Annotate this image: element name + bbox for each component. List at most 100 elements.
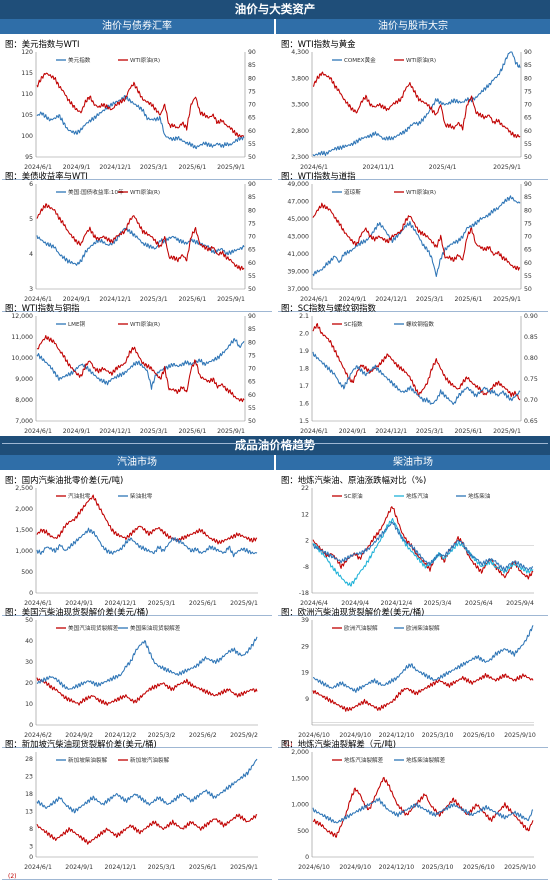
y-tick-label: 2,000 bbox=[15, 506, 33, 513]
x-tick-label: 2025/6/1 bbox=[179, 164, 207, 171]
chart-svg: 1.5 1.6 1.7 1.8 1.9 2.0 2.1 0.65 0.70 0.75 0.80 0.8… bbox=[299, 313, 538, 435]
x-tick-label: 2025/9/1 bbox=[230, 600, 258, 607]
y-tick-label-right: 55 bbox=[524, 141, 532, 148]
y-tick-label: 120 bbox=[21, 49, 33, 56]
x-tick-label: 2024/9/1 bbox=[339, 428, 367, 435]
series-line-2 bbox=[312, 797, 534, 824]
x-tick-label: 2025/4/1 bbox=[429, 164, 457, 171]
y-tick-label: 49,000 bbox=[287, 181, 309, 188]
chart-svg: 2,300 2,800 3,300 3,800 4,300 50 55 60 65 70 75 80 8… bbox=[291, 49, 532, 171]
y-tick-label: 1,000 bbox=[15, 548, 33, 555]
legend-label: WTI原油(R) bbox=[406, 188, 436, 196]
y-tick-label: 2,300 bbox=[291, 154, 309, 161]
y-tick-label: 500 bbox=[297, 828, 309, 835]
chart-svg: 95 100 105 110 115 120 50 55 60 65 70 75 80 85 90 2024/… bbox=[21, 49, 256, 171]
legend-label: 美国:国债收益率:10年 bbox=[68, 188, 124, 196]
chart-panel-wti-gold: 图：WTI指数与黄金 2,300 2,800 3,300 3,800 4,300 50 55 6… bbox=[278, 36, 548, 180]
x-tick-label: 2024/6/1 bbox=[300, 164, 328, 171]
y-tick-label: 10,000 bbox=[11, 355, 33, 362]
chart-title: 图：WTI指数与黄金 bbox=[281, 39, 356, 49]
x-tick-label: 2025/9/10 bbox=[504, 864, 536, 871]
y-tick-label-right: 90 bbox=[248, 313, 256, 320]
y-tick-label: 110 bbox=[21, 91, 33, 98]
y-tick-label-right: 60 bbox=[524, 260, 532, 267]
chart-panel-wti-copper: 图：WTI指数与铜指 7,000 8,000 9,000 10,000 11,000 12,… bbox=[2, 300, 272, 444]
legend-label: SC原油 bbox=[344, 492, 363, 500]
series-line-2 bbox=[312, 71, 521, 139]
y-tick-label: 37,000 bbox=[287, 286, 309, 293]
y-tick-label: 500 bbox=[21, 569, 33, 576]
x-tick-label: 2024/9/1 bbox=[339, 296, 367, 303]
y-tick-label-right: 80 bbox=[524, 207, 532, 214]
legend-label: SC指数 bbox=[344, 320, 363, 328]
x-tick-label: 2025/9/1 bbox=[493, 164, 521, 171]
x-tick-label: 2025/6/10 bbox=[463, 732, 495, 739]
x-tick-label: 2025/9/1 bbox=[230, 864, 258, 871]
x-tick-label: 2024/6/4 bbox=[300, 600, 328, 607]
x-tick-label: 2025/6/4 bbox=[465, 600, 493, 607]
section-title-products: 成品油价格趋势 bbox=[0, 436, 550, 455]
legend-label: 汽油批零 bbox=[68, 492, 91, 500]
x-tick-label: 2024/12/10 bbox=[379, 732, 415, 739]
y-tick-label-right: 90 bbox=[248, 181, 256, 188]
series-line-2 bbox=[36, 527, 258, 558]
chart-panel-wti-dow: 图：WTI指数与道指 37,000 39,000 41,000 43,000 45,000… bbox=[278, 168, 548, 312]
chart-title: 图：地炼汽柴油、原油涨跌幅对比（%) bbox=[281, 475, 427, 485]
series-line-2 bbox=[36, 72, 244, 138]
y-tick-label-right: 90 bbox=[248, 49, 256, 56]
legend-label: 道琼斯 bbox=[344, 188, 361, 196]
y-tick-label-right: 85 bbox=[524, 62, 532, 69]
series-line-1 bbox=[36, 677, 258, 706]
legend-label: WTI原油(R) bbox=[406, 56, 436, 64]
footnote-marker: (1) bbox=[284, 741, 293, 748]
x-tick-label: 2024/9/1 bbox=[63, 428, 91, 435]
y-tick-label-right: 70 bbox=[248, 366, 256, 373]
y-tick-label-right: 65 bbox=[248, 379, 256, 386]
chart-panel-sg-crack: 图：新加坡汽柴油现货裂解价差(美元/桶) 0 3 8 13 18 23 28 2024/6/1 2… bbox=[2, 736, 272, 880]
chart-svg: 0 3 8 13 18 23 28 2024/6/1 2024/9/1 2024/12/1 2025… bbox=[8, 752, 258, 880]
chart-title: 图：新加坡汽柴油现货裂解价差(美元/桶) bbox=[5, 739, 157, 749]
y-tick-label-right: 80 bbox=[524, 75, 532, 82]
chart-svg: 0 500 1,000 1,500 2,000 2024/6/10 2024/9/10 202… bbox=[291, 749, 536, 871]
x-tick-label: 2024/6/1 bbox=[24, 600, 52, 607]
y-tick-label-right: 0.85 bbox=[524, 334, 538, 341]
x-tick-label: 2025/6/1 bbox=[179, 296, 207, 303]
y-tick-label-right: 0.90 bbox=[524, 313, 538, 320]
x-tick-label: 2024/12/1 bbox=[105, 864, 137, 871]
x-tick-label: 2024/6/1 bbox=[24, 864, 52, 871]
legend-label: 新加坡汽油裂解 bbox=[130, 756, 170, 764]
x-tick-label: 2025/9/1 bbox=[217, 428, 245, 435]
legend-label: 地炼汽油 bbox=[406, 492, 429, 500]
y-tick-label: 10 bbox=[25, 701, 33, 708]
y-tick-label: 23 bbox=[25, 774, 33, 781]
y-tick-label-right: 70 bbox=[248, 234, 256, 241]
series-line-2 bbox=[312, 625, 534, 693]
y-tick-label: 1,000 bbox=[291, 802, 309, 809]
y-tick-label-right: 75 bbox=[524, 88, 532, 95]
series-line-2 bbox=[36, 813, 258, 845]
x-tick-label: 2024/9/4 bbox=[341, 600, 369, 607]
y-tick-label: -8 bbox=[303, 564, 309, 571]
x-tick-label: 2025/6/1 bbox=[455, 428, 483, 435]
y-tick-label: 20 bbox=[25, 680, 33, 687]
y-tick-label-right: 90 bbox=[524, 49, 532, 56]
chart-title: 图：WTI指数与道指 bbox=[281, 171, 356, 181]
series-line-2 bbox=[312, 517, 534, 587]
chart-panel-teapot-crack: 图：地炼汽柴油裂解差（元/吨) 0 500 1,000 1,500 2,000 2024/6… bbox=[278, 736, 548, 880]
x-tick-label: 2025/9/4 bbox=[506, 600, 534, 607]
y-tick-label-right: 55 bbox=[248, 405, 256, 412]
chart-panel-ust-wti: 图：美债收益率与WTI 3 4 5 6 50 55 60 65 70 75 80 85 90 2024/6/… bbox=[2, 168, 272, 312]
y-tick-label-right: 70 bbox=[524, 102, 532, 109]
series-line-1 bbox=[312, 323, 521, 401]
legend-label: WTI原油(R) bbox=[130, 320, 160, 328]
y-tick-label-right: 0.75 bbox=[524, 376, 538, 383]
series-line-1 bbox=[36, 227, 245, 266]
x-tick-label: 2024/9/2 bbox=[65, 732, 93, 739]
chart-panel-sc-rebar: 图：SC指数与螺纹钢指数 1.5 1.6 1.7 1.8 1.9 2.0 2.1 0.65 0.7… bbox=[278, 300, 548, 444]
x-tick-label: 2025/9/10 bbox=[504, 732, 536, 739]
legend-label: 螺纹钢指数 bbox=[406, 320, 434, 328]
y-tick-label-right: 50 bbox=[524, 286, 532, 293]
x-tick-label: 2025/6/2 bbox=[189, 732, 217, 739]
legend-label: LME铜 bbox=[68, 320, 85, 328]
y-tick-label: -18 bbox=[299, 590, 309, 597]
